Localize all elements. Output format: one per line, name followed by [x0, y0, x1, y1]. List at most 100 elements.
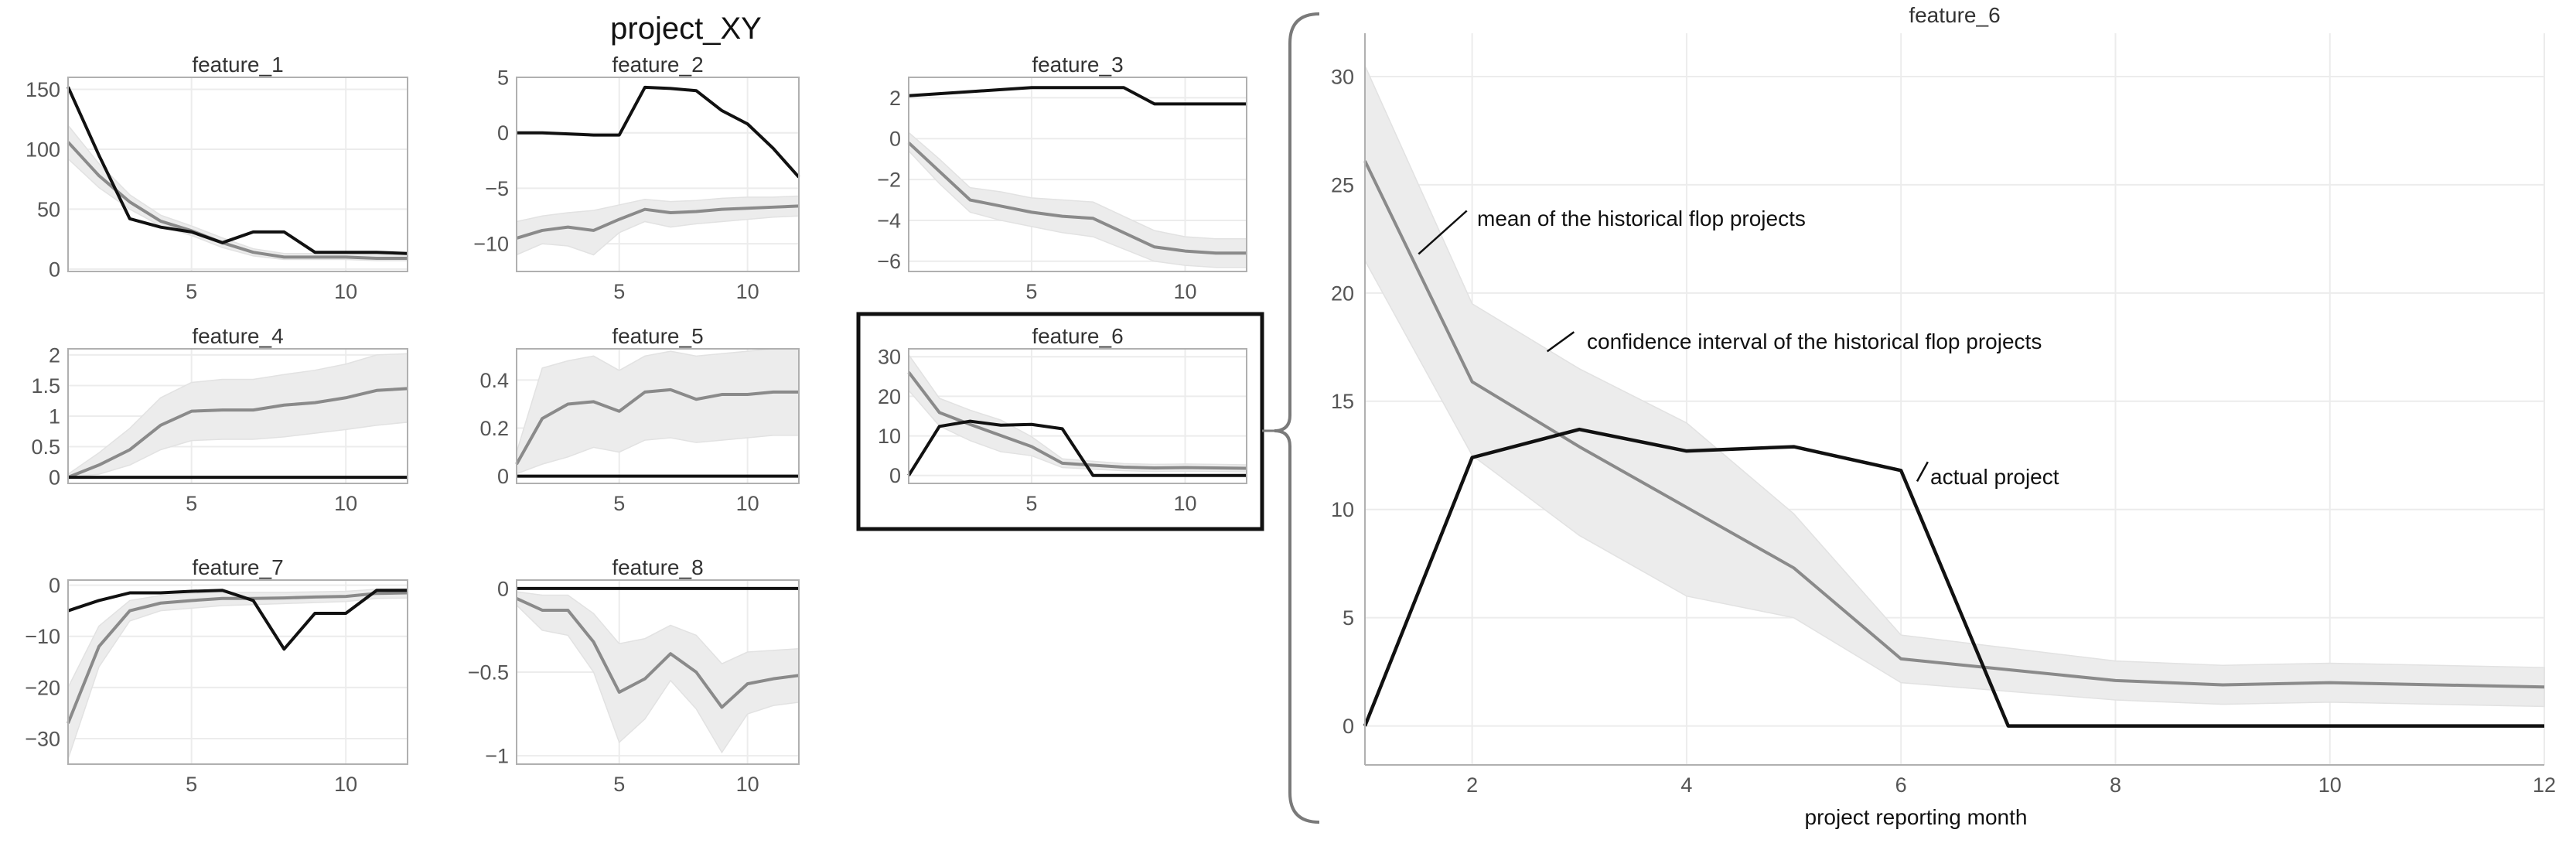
panel-frame — [67, 579, 408, 765]
panel-title: feature_6 — [1032, 324, 1123, 348]
panel-frame — [516, 348, 800, 484]
x-tick-label: 5 — [1025, 492, 1037, 515]
mean-line — [67, 387, 408, 479]
mean-line — [516, 204, 800, 240]
y-tick-label: −20 — [25, 676, 60, 699]
x-tick-label: 5 — [613, 492, 625, 515]
x-tick-label: 6 — [1895, 773, 1907, 797]
mean-line — [516, 596, 800, 709]
annotation-label: actual project — [1930, 465, 2059, 489]
y-tick-label: 5 — [497, 66, 509, 89]
x-tick-label: 8 — [2110, 773, 2121, 797]
chart-feature_8: −1 −0.5 0 5 10 feature_8 — [468, 555, 800, 796]
y-tick-label: 100 — [26, 138, 60, 161]
chart-feature_7: −30 −20 −10 0 5 10 feature_7 — [25, 555, 408, 796]
y-tick-label: 25 — [1331, 173, 1354, 196]
y-tick-label: 30 — [878, 346, 901, 369]
mean-line — [67, 591, 408, 724]
x-tick-label: 5 — [186, 492, 197, 515]
y-tick-label: −6 — [877, 250, 901, 273]
chart-feature_5: 0 0.2 0.4 5 10 feature_5 — [479, 324, 800, 515]
annotation-leader — [1916, 461, 1929, 482]
actual-line — [1363, 427, 2544, 728]
x-tick-label: 5 — [186, 280, 197, 303]
y-tick-label: 30 — [1331, 65, 1354, 88]
y-tick-label: −30 — [25, 727, 60, 750]
y-tick-label: 50 — [37, 198, 60, 221]
y-tick-label: 20 — [1331, 282, 1354, 305]
highlight-frame-feature-6 — [856, 312, 1264, 531]
x-tick-label: 10 — [1174, 492, 1197, 515]
actual-line — [67, 589, 408, 651]
panel-title: feature_1 — [192, 53, 283, 77]
y-tick-label: 0 — [49, 466, 60, 490]
actual-line — [907, 419, 1247, 477]
panel-title: feature_5 — [612, 324, 703, 348]
y-tick-label: 150 — [26, 78, 60, 101]
y-tick-label: −5 — [485, 177, 509, 200]
actual-line — [908, 86, 1247, 106]
x-tick-label: 10 — [736, 280, 759, 303]
chart-feature_6_detail: 0 5 10 15 20 25 30 2 4 6 8 10 12 feature_6 — [1331, 3, 2556, 797]
x-tick-label: 5 — [186, 773, 197, 796]
panel-frame — [516, 77, 800, 272]
chart-feature_4: 0 0.5 1 1.5 2 5 10 feature_4 — [31, 324, 408, 515]
y-tick-label: −0.5 — [468, 661, 509, 684]
figure-title: project_XY — [610, 12, 762, 46]
y-tick-label: 0 — [497, 465, 509, 488]
mean-line — [67, 141, 408, 260]
mean-line — [907, 142, 1247, 255]
y-tick-label: 15 — [1331, 390, 1354, 413]
y-tick-label: 0.5 — [31, 435, 60, 459]
annotation-leader — [1418, 210, 1468, 255]
x-tick-label: 5 — [613, 280, 625, 303]
x-tick-label: 12 — [2533, 773, 2556, 797]
y-tick-label: −1 — [485, 745, 509, 768]
x-tick-label: 2 — [1466, 773, 1478, 797]
chart-feature_3: −6 −4 −2 0 2 5 10 feature_3 — [877, 53, 1247, 303]
y-tick-label: 5 — [1343, 606, 1354, 630]
actual-line — [67, 86, 408, 255]
y-tick-label: 20 — [878, 385, 901, 408]
y-tick-label: 0 — [889, 128, 901, 151]
y-tick-label: 10 — [878, 425, 901, 448]
confidence-band — [1364, 65, 2545, 708]
y-tick-label: 2 — [49, 343, 60, 367]
panel-frame — [67, 77, 408, 272]
panel-title: feature_3 — [1032, 53, 1123, 77]
panel-frame — [908, 348, 1247, 484]
x-tick-label: 10 — [1174, 280, 1197, 303]
chart-feature_1: 0 50 100 150 5 10 feature_1 — [26, 53, 408, 303]
y-tick-label: 0.4 — [479, 369, 509, 392]
panel-title: feature_8 — [612, 555, 703, 579]
x-tick-label: 5 — [1025, 280, 1037, 303]
x-tick-label: 10 — [736, 773, 759, 796]
annotation-leader — [1546, 331, 1575, 353]
y-tick-label: 0 — [49, 258, 60, 281]
y-tick-label: 0 — [889, 464, 901, 487]
y-tick-label: −2 — [877, 169, 901, 192]
x-tick-label: 10 — [334, 773, 357, 796]
x-tick-label: 4 — [1680, 773, 1692, 797]
y-tick-label: 0 — [497, 577, 509, 600]
x-axis-label: project reporting month — [1805, 805, 2028, 829]
panel-frame — [908, 77, 1247, 272]
y-tick-label: 0 — [1343, 715, 1354, 738]
panel-frame — [516, 579, 800, 765]
annotation-label: confidence interval of the historical fl… — [1587, 329, 2042, 353]
x-tick-label: 10 — [334, 280, 357, 303]
y-tick-label: 0 — [497, 121, 509, 145]
chart-feature_6: 0 10 20 30 5 10 feature_6 — [878, 324, 1247, 515]
y-tick-label: 0.2 — [479, 417, 509, 440]
panel-title: feature_4 — [192, 324, 283, 348]
y-tick-label: −10 — [473, 233, 509, 256]
x-tick-label: 5 — [613, 773, 625, 796]
x-tick-label: 10 — [736, 492, 759, 515]
y-tick-label: 1 — [49, 405, 60, 428]
y-tick-label: −10 — [25, 625, 60, 648]
actual-line — [517, 85, 800, 179]
y-tick-label: −4 — [877, 209, 901, 232]
